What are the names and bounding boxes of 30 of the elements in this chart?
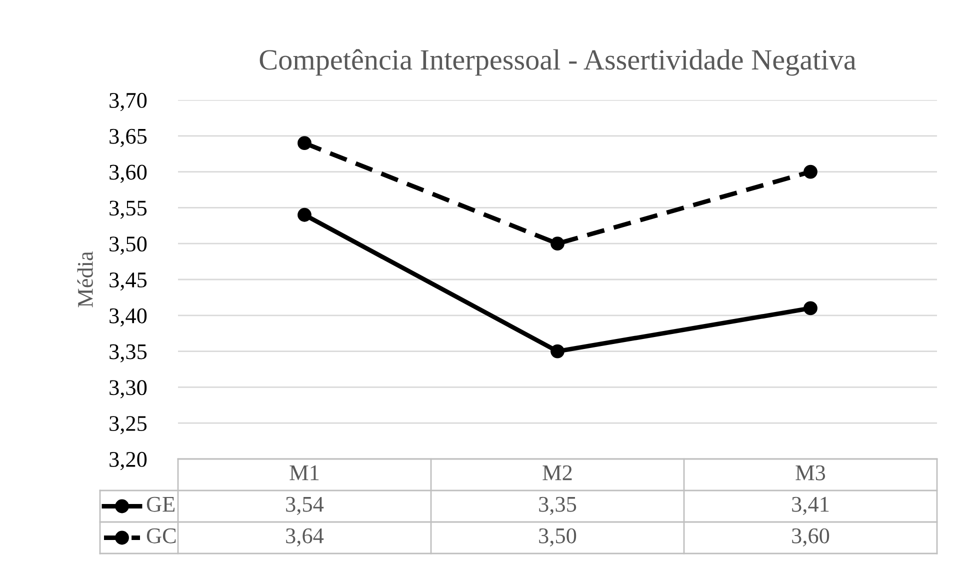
- data-label: 3,64: [286, 528, 324, 547]
- y-tick-label: 3,25: [110, 416, 147, 434]
- legend-label: GE: [146, 496, 175, 512]
- data-label: 3,35: [539, 496, 576, 516]
- y-tick-label: 3,20: [110, 452, 147, 470]
- legend-label: GC: [146, 528, 176, 544]
- chart-title: Competência Interpessoal - Assertividade Negativa: [260, 49, 856, 76]
- point: [550, 236, 564, 251]
- y-tick-label: 3,50: [110, 236, 147, 255]
- point: [804, 164, 818, 179]
- y-tick-label: 3,45: [110, 272, 147, 291]
- point: [804, 301, 818, 316]
- data-label: 3,54: [286, 496, 324, 516]
- y-tick-label: 3,40: [110, 308, 147, 327]
- y-axis-title: Média: [77, 251, 93, 308]
- data-label: 3,50: [539, 528, 576, 547]
- point: [298, 136, 312, 150]
- data-label: 3,41: [792, 496, 829, 516]
- y-tick-label: 3,35: [110, 344, 147, 362]
- data-label: 3,60: [792, 528, 830, 547]
- point: [550, 344, 564, 358]
- y-tick-label: 3,70: [110, 92, 147, 112]
- x-tick-label: M3: [796, 465, 826, 480]
- y-tick-label: 3,65: [110, 128, 147, 148]
- x-tick-label: M2: [542, 465, 572, 480]
- y-tick-label: 3,60: [110, 164, 147, 183]
- point: [298, 208, 312, 222]
- x-tick-label: M1: [290, 465, 319, 480]
- y-tick-label: 3,30: [110, 380, 147, 398]
- y-tick-label: 3,55: [110, 200, 147, 219]
